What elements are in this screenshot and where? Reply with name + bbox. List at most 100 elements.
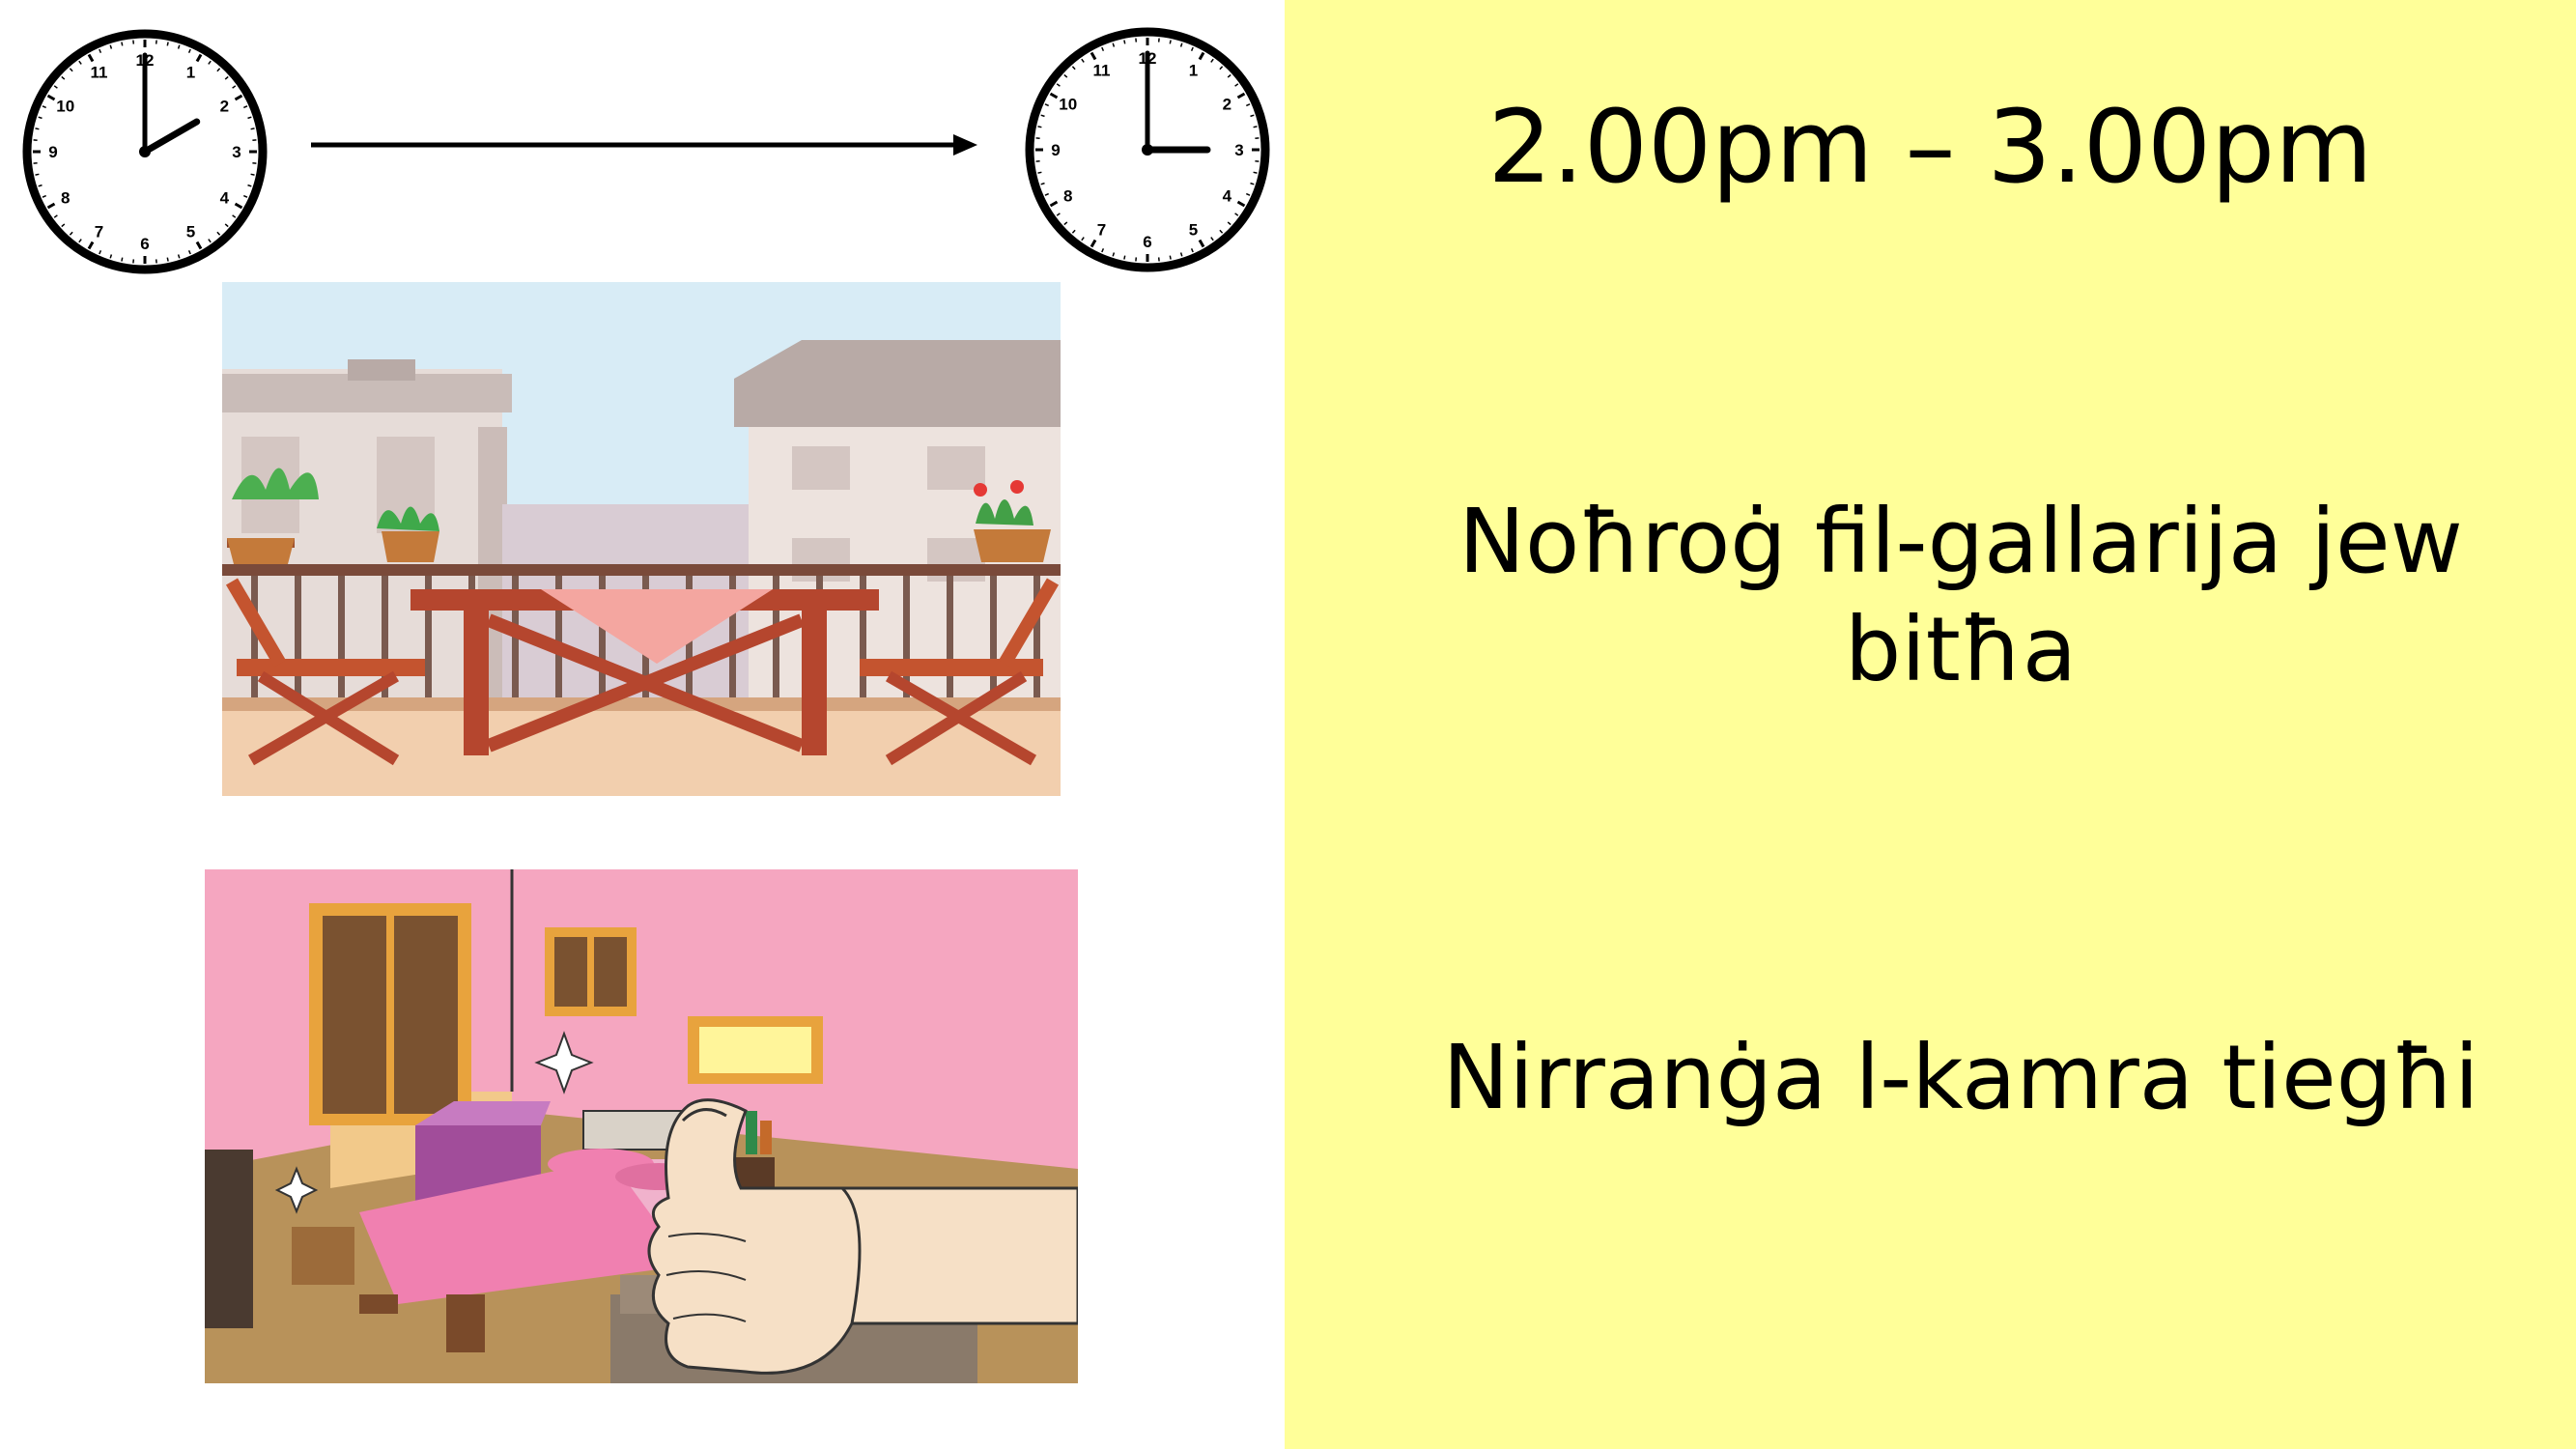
- clock-tick: [234, 202, 243, 210]
- clock-numeral: 9: [48, 143, 57, 161]
- clock-tick: [1056, 213, 1061, 216]
- clock-tick: [1037, 126, 1042, 128]
- clock-tick: [69, 231, 73, 236]
- clock-tick: [1081, 237, 1085, 242]
- clock-tick: [1123, 255, 1126, 260]
- clock-tick: [1169, 255, 1172, 260]
- clock-tick: [1037, 171, 1042, 174]
- clock-tick: [1210, 237, 1214, 242]
- clock-numeral: 9: [1051, 141, 1060, 159]
- clock-tick: [1246, 103, 1251, 107]
- clock-tick: [208, 239, 212, 243]
- clock-numeral: 3: [232, 143, 241, 161]
- clock-tick: [1198, 239, 1205, 248]
- clock-tick: [121, 257, 124, 262]
- clock-tick: [187, 48, 191, 53]
- clock-numeral: 10: [1059, 96, 1077, 114]
- clock-numeral: 3: [1234, 141, 1243, 159]
- clock-tick: [46, 202, 56, 210]
- clock-tick: [99, 48, 102, 53]
- clock-tick: [1081, 58, 1085, 63]
- clock-numeral: 6: [1143, 233, 1151, 251]
- clock-tick: [1169, 40, 1172, 44]
- clock-tick: [243, 105, 248, 109]
- clock-numeral: 10: [56, 98, 74, 116]
- clock-tick: [35, 173, 40, 176]
- clock-tick: [166, 257, 169, 262]
- clock-tick: [78, 60, 82, 65]
- clock-tick: [1056, 83, 1061, 87]
- clock-tick: [121, 42, 124, 46]
- clock-numeral: 5: [186, 222, 195, 241]
- clock-tick: [250, 128, 255, 130]
- clock-tick: [208, 60, 212, 65]
- clock-tick: [224, 75, 229, 80]
- clock-tick: [1236, 92, 1246, 99]
- clock-numeral: 7: [95, 222, 103, 241]
- clock-tick: [195, 241, 203, 250]
- clock-tick: [1219, 66, 1224, 71]
- clock-tick: [232, 214, 237, 218]
- clock-tick: [1179, 252, 1183, 257]
- clock-numeral: 2: [1223, 96, 1231, 114]
- clock-tick: [247, 116, 252, 120]
- clock-tick: [1044, 192, 1049, 196]
- clock-tick: [1101, 46, 1105, 51]
- clock-tick: [87, 241, 95, 250]
- clock-tick: [243, 194, 248, 198]
- time-range-heading: 2.00pm – 3.00pm: [1487, 88, 2373, 206]
- clock-numeral: 11: [91, 64, 108, 82]
- clock-tick: [1040, 114, 1045, 118]
- clock-tick: [1049, 92, 1059, 99]
- clock-tick: [216, 231, 221, 236]
- clock-tick: [1112, 252, 1116, 257]
- clock-tick: [177, 254, 181, 259]
- clock-tick: [1234, 213, 1239, 216]
- clock-tick: [1246, 192, 1251, 196]
- clock-tick: [1179, 43, 1183, 47]
- clock-tick: [1090, 239, 1097, 248]
- clock-tick: [61, 223, 66, 228]
- activity-tidy-room-text: Nirranġa l-kamra tiegħi: [1442, 1026, 2479, 1129]
- clock-tick: [177, 44, 181, 49]
- clock-tick: [1236, 200, 1246, 208]
- clock-tick: [232, 85, 237, 89]
- clock-tick: [1049, 200, 1059, 208]
- clock-numeral: 2: [220, 98, 229, 116]
- clock-numeral: 1: [186, 64, 195, 82]
- clock-tick: [46, 94, 56, 101]
- clock-tick: [1190, 248, 1194, 253]
- clock-tick: [53, 214, 58, 218]
- clock-tick: [69, 68, 73, 72]
- clock-tick: [1112, 43, 1116, 47]
- activity-balcony-text: Noħroġ fil-gallarija jew bitħa: [1458, 490, 2463, 702]
- clock-tick: [38, 116, 42, 120]
- clock-numeral: 4: [1223, 187, 1232, 206]
- clock-tick: [1071, 229, 1076, 234]
- clock-numeral: 8: [61, 189, 70, 208]
- clock-tick: [53, 85, 58, 89]
- clock-tick: [1219, 229, 1224, 234]
- clock-tick: [1210, 58, 1214, 63]
- clock-tick: [1190, 46, 1194, 51]
- clock-tick: [1040, 182, 1045, 185]
- clock-numeral: 4: [220, 189, 230, 208]
- clock-tick: [1071, 66, 1076, 71]
- clock-numeral: 6: [140, 235, 149, 253]
- right-panel: [1285, 0, 2576, 1449]
- clock-tick: [1250, 114, 1255, 118]
- clock-tick: [42, 194, 46, 198]
- clock-tick: [109, 254, 113, 259]
- clock-tick: [1250, 182, 1255, 185]
- clock-tick: [1123, 40, 1126, 44]
- clock-tick: [1198, 51, 1205, 61]
- clock-tick: [216, 68, 221, 72]
- clock-tick: [42, 105, 46, 109]
- clock-tick: [1227, 73, 1231, 78]
- balcony-illustration: [222, 282, 1061, 796]
- clock-tick: [234, 94, 243, 101]
- clock-tick: [99, 250, 102, 255]
- clock-tick: [35, 128, 40, 130]
